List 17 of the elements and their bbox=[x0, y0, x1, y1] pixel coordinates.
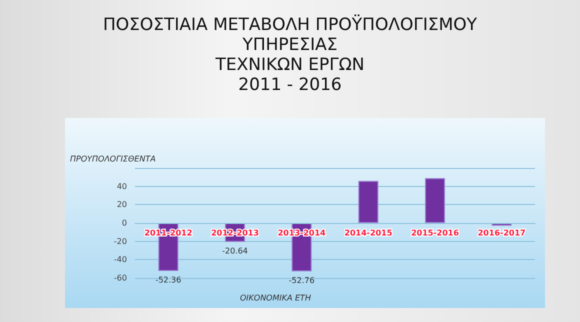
y-tick-label: 20 bbox=[116, 200, 127, 210]
y-tick-label: -20 bbox=[114, 236, 127, 246]
x-tick-label: 2015-2016 bbox=[411, 228, 460, 238]
data-label: -20.64 bbox=[222, 246, 248, 256]
chart-title: ΠΟΣΟΣΤΙΑΙΑ ΜΕΤΑΒΟΛΗ ΠΡΟΫΠΟΛΟΓΙΣΜΟΥ ΥΠΗΡΕΣΙΑΣ ΤΕΧΝΙΚΩΝ ΕΡΓΩΝ 2011 - 2016 bbox=[102, 14, 478, 95]
x-tick-label: 2014-2015 bbox=[344, 228, 393, 238]
bar bbox=[425, 178, 445, 223]
y-axis-title: ΠΡΟΥΠΟΛΟΓΙΣΘΕΝΤΑ bbox=[70, 154, 156, 164]
y-tick-label: -60 bbox=[114, 274, 127, 282]
y-tick-label: 0 bbox=[122, 218, 127, 228]
data-label: -52.36 bbox=[155, 275, 182, 284]
y-tick-label: -40 bbox=[114, 255, 127, 264]
x-axis-title: ΟΙΚΟΝΟΜΙΚΑ ΕΤΗ bbox=[240, 294, 311, 302]
data-label: -52.76 bbox=[288, 276, 315, 285]
y-tick-label: 40 bbox=[116, 182, 127, 191]
x-tick-label: 2016-2017 bbox=[478, 228, 526, 238]
bar bbox=[358, 180, 378, 223]
